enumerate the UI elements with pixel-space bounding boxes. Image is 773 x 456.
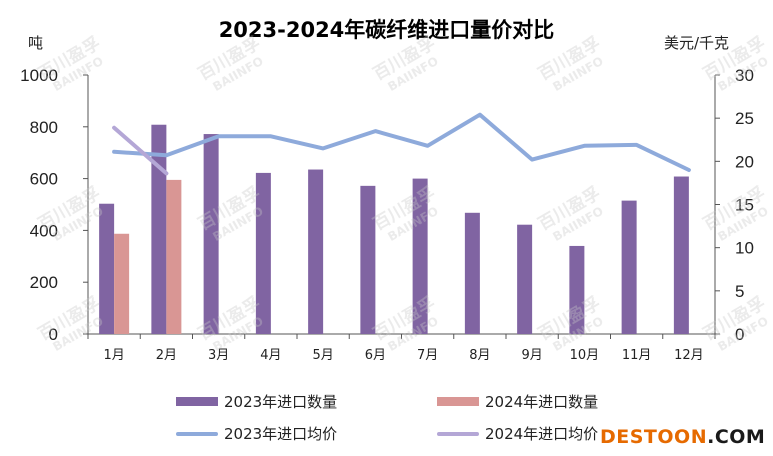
bar-2023-quantity	[255, 172, 271, 334]
bar-2024-quantity	[166, 179, 182, 334]
bar-2024-quantity	[114, 233, 130, 334]
chart-title: 2023-2024年碳纤维进口量价对比	[218, 18, 555, 42]
right-axis-unit: 美元/千克	[664, 34, 730, 52]
legend-item-2023-quantity: 2023年进口数量	[176, 391, 337, 412]
x-tick-label: 6月	[365, 348, 386, 363]
bar-2023-quantity	[412, 178, 428, 334]
bar-2023-quantity	[569, 245, 585, 334]
x-tick-label: 7月	[417, 348, 438, 363]
legend-swatch-2024-price	[437, 431, 479, 436]
x-tick-label: 12月	[674, 348, 704, 363]
right-tick-label: 30	[735, 66, 754, 85]
left-tick-label: 800	[30, 118, 58, 137]
brand-part1: DESTOON	[600, 426, 708, 448]
bar-2023-quantity	[673, 176, 689, 334]
left-tick-label: 0	[49, 325, 58, 344]
right-tick-label: 10	[735, 239, 754, 258]
x-tick-label: 4月	[260, 348, 281, 363]
legend-item-2023-price: 2023年进口均价	[176, 423, 337, 444]
line-2024-price	[112, 125, 169, 176]
bar-2023-quantity	[203, 134, 219, 334]
x-tick-label: 3月	[208, 348, 229, 363]
x-tick-label: 1月	[103, 348, 124, 363]
left-axis-unit: 吨	[28, 34, 44, 52]
legend-label-2024-quantity: 2024年进口数量	[485, 393, 599, 411]
right-tick-label: 20	[735, 152, 754, 171]
right-tick-label: 15	[735, 196, 754, 215]
x-tick-label: 11月	[622, 348, 652, 363]
brand-logo: DESTOON.COM	[600, 426, 765, 448]
legend-label-2024-price: 2024年进口均价	[485, 425, 599, 443]
x-tick-label: 8月	[469, 348, 490, 363]
legend-label-2023-price: 2023年进口均价	[224, 425, 338, 443]
left-tick-label: 200	[30, 273, 58, 292]
x-tick-label: 10月	[570, 348, 600, 363]
brand-part2: .COM	[707, 426, 766, 448]
legend-swatch-2023-price	[176, 431, 218, 436]
x-tick-label: 2月	[156, 348, 177, 363]
legend-item-2024-quantity: 2024年进口数量	[437, 391, 598, 412]
left-tick-label: 600	[30, 170, 58, 189]
bar-2023-quantity	[99, 203, 115, 334]
x-tick-label: 9月	[521, 348, 542, 363]
bar-2023-quantity	[621, 200, 637, 334]
left-tick-label: 1000	[20, 66, 58, 85]
line-2023-price	[112, 112, 691, 172]
legend-swatch-2024-quantity	[437, 397, 479, 406]
bar-2023-quantity	[360, 185, 376, 334]
bar-2023-quantity	[517, 224, 533, 334]
legend-swatch-2023-quantity	[176, 397, 218, 406]
bar-2023-quantity	[151, 124, 167, 334]
right-tick-label: 0	[735, 325, 744, 344]
bar-2023-quantity	[308, 169, 324, 334]
legend-item-2024-price: 2024年进口均价	[437, 423, 598, 444]
legend-label-2023-quantity: 2023年进口数量	[224, 393, 338, 411]
x-tick-label: 5月	[312, 348, 333, 363]
bar-2023-quantity	[464, 212, 480, 334]
left-tick-label: 400	[30, 221, 58, 240]
right-tick-label: 25	[735, 109, 754, 128]
right-tick-label: 5	[735, 282, 744, 301]
